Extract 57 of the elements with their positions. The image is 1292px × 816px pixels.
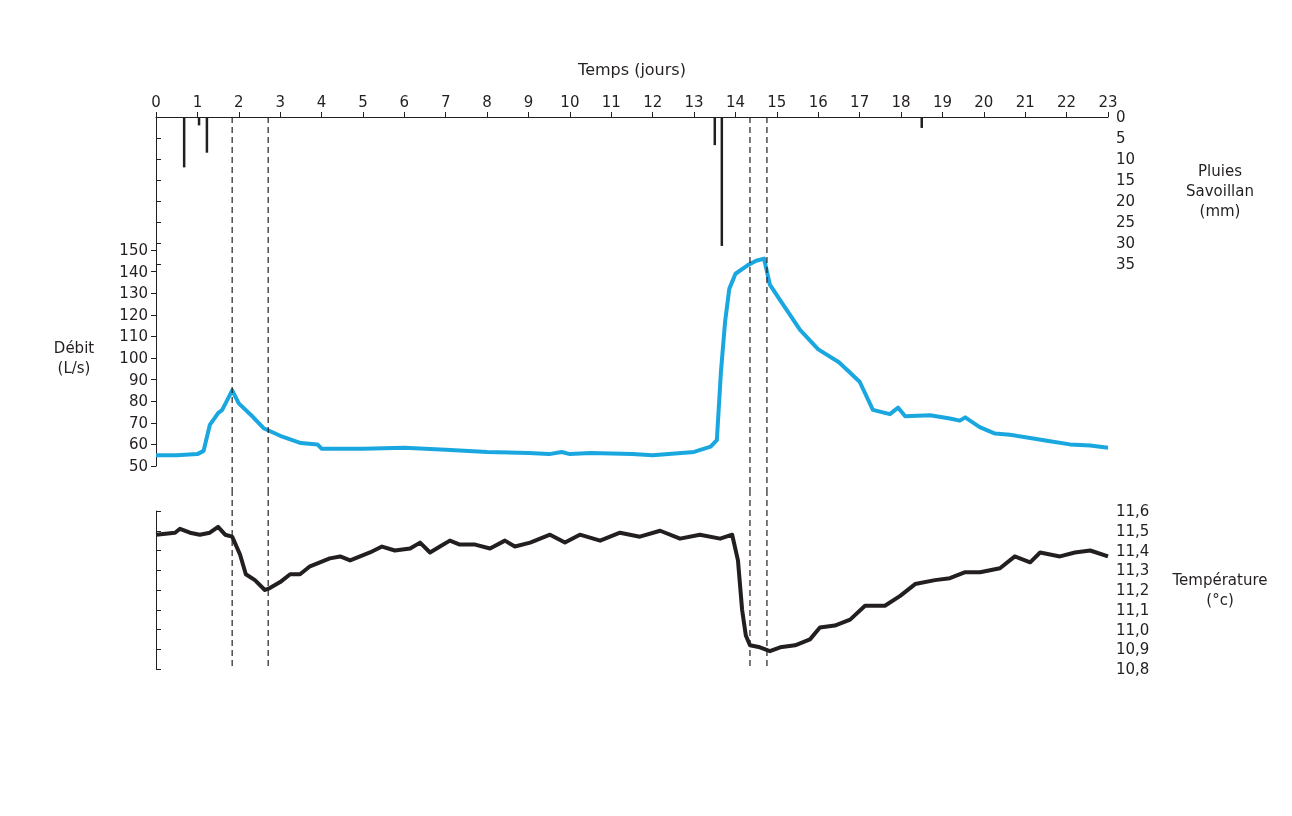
x-tick-label: 11 [601, 92, 621, 111]
x-axis-title: Temps (jours) [577, 59, 686, 79]
x-tick-label: 17 [850, 92, 870, 111]
line-series [154, 256, 1110, 458]
x-tick-label: 0 [151, 92, 161, 111]
y-tick-label: 140 [119, 262, 148, 281]
y-tick-label: 80 [128, 392, 148, 411]
y-tick-label: 20 [1116, 192, 1136, 210]
y-tick-label: 150 [119, 241, 148, 259]
y-tick-label: 5 [1116, 129, 1126, 147]
y-tick-label: 35 [1116, 255, 1136, 273]
y-tick-label: 100 [119, 349, 148, 367]
x-tick-label: 5 [358, 92, 368, 111]
y-tick-label: 11,6 [1116, 502, 1150, 520]
x-tick-label: 1 [192, 92, 203, 111]
x-tick-label: 3 [275, 92, 285, 111]
x-tick-label: 20 [974, 92, 994, 111]
x-tick-label: 10 [560, 92, 580, 111]
y-tick-label: 70 [128, 413, 148, 432]
y-tick-label: 60 [128, 435, 148, 454]
y-tick-label: 90 [128, 370, 148, 389]
x-tick-label: 13 [684, 92, 704, 111]
x-tick-label: 19 [932, 92, 952, 111]
y-axis-title: Pluies Savoillan (mm) [1186, 161, 1254, 220]
y-tick-label: 11,5 [1116, 521, 1150, 540]
y-tick-label: 10,9 [1116, 640, 1150, 659]
y-tick-label: 11,4 [1116, 541, 1150, 560]
y-tick-label: 10,8 [1116, 660, 1150, 678]
x-tick-label: 23 [1098, 92, 1118, 111]
x-tick-label: 7 [440, 92, 451, 111]
y-axis-title: Température (°c) [1171, 571, 1268, 609]
y-tick-label: 30 [1116, 234, 1136, 252]
x-tick-label: 9 [523, 92, 534, 111]
y-tick-label: 10 [1116, 150, 1136, 168]
x-tick-label: 12 [643, 92, 663, 111]
y-tick-label: 11,0 [1116, 620, 1150, 639]
y-tick-label: 110 [119, 327, 148, 346]
y-tick-label: 11,2 [1116, 581, 1150, 599]
x-tick-label: 21 [1015, 92, 1035, 111]
y-tick-label: 11,1 [1116, 600, 1150, 619]
x-tick-label: 2 [234, 92, 244, 111]
x-tick-label: 22 [1057, 92, 1077, 111]
x-tick-label: 4 [316, 92, 327, 111]
x-tick-label: 18 [891, 92, 911, 111]
x-tick-label: 8 [482, 92, 492, 111]
y-tick-label: 15 [1116, 171, 1136, 189]
y-tick-label: 11,3 [1116, 561, 1150, 580]
y-axis-title: Débit (L/s) [53, 339, 95, 377]
y-tick-label: 25 [1116, 213, 1136, 231]
x-tick-label: 16 [808, 92, 828, 111]
y-tick-label: 0 [1116, 108, 1126, 126]
x-tick-label: 15 [767, 92, 787, 111]
y-tick-label: 120 [119, 305, 148, 324]
y-tick-label: 130 [119, 284, 148, 303]
y-tick-label: 50 [128, 457, 148, 475]
x-tick-label: 6 [399, 92, 410, 111]
x-tick-label: 14 [725, 92, 746, 111]
